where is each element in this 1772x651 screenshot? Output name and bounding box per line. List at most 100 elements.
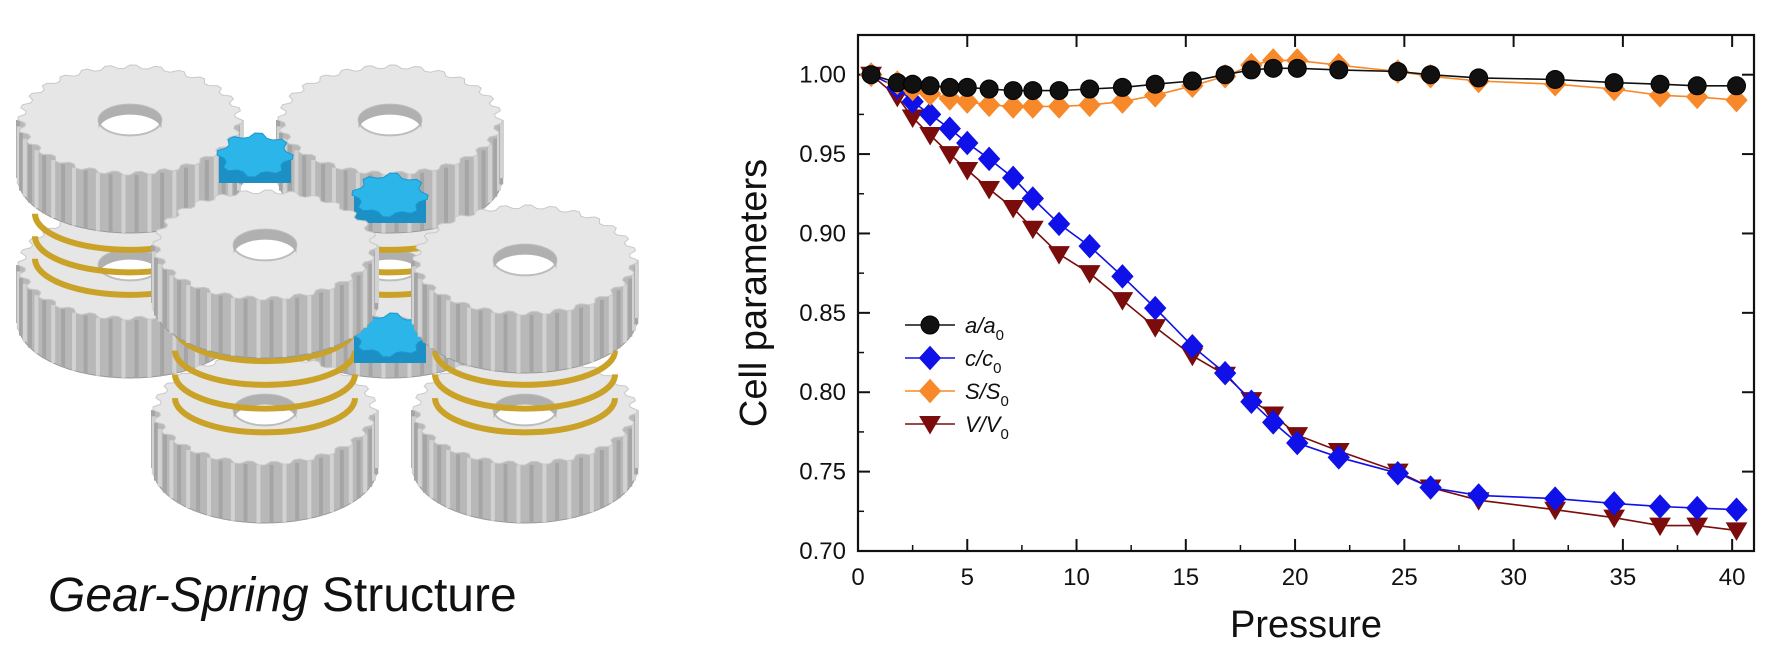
data-point-V xyxy=(1725,522,1748,541)
data-point-V xyxy=(938,146,961,165)
data-point-S xyxy=(1001,94,1025,119)
y-tick-label: 0.85 xyxy=(799,300,846,327)
data-point-S xyxy=(956,89,979,114)
connector-middle xyxy=(351,172,429,223)
series-line-V xyxy=(870,74,1737,532)
data-point-c xyxy=(1213,360,1237,386)
legend-item-V: V/V0 xyxy=(905,412,1009,443)
data-point-a xyxy=(1421,65,1441,85)
data-point-a xyxy=(1545,69,1565,89)
caption-rest: Structure xyxy=(308,569,517,622)
gear-spring-illustration-icon xyxy=(16,64,639,524)
connector-back xyxy=(216,132,294,183)
data-point-c xyxy=(1021,186,1045,211)
data-point-c xyxy=(1111,264,1134,289)
data-point-c xyxy=(977,146,1001,172)
data-point-c xyxy=(1078,233,1101,259)
data-point-c xyxy=(1047,211,1071,237)
data-point-a xyxy=(1469,68,1489,88)
y-axis: 0.70 0.75 0.80 0.85 0.90 0.95 1.00 xyxy=(799,62,1754,565)
legend-label: a/a0 xyxy=(965,313,1004,344)
data-point-a xyxy=(1329,60,1349,80)
x-tick-label: 15 xyxy=(1172,564,1199,591)
legend-marker-S xyxy=(918,378,942,404)
figure-caption: Gear-Spring Structure xyxy=(48,568,517,623)
series-layer xyxy=(859,48,1748,541)
data-point-V xyxy=(1002,200,1025,219)
data-point-c xyxy=(1327,445,1350,470)
data-point-a xyxy=(1650,74,1670,94)
data-point-V xyxy=(1144,319,1167,338)
x-tick-label: 0 xyxy=(851,564,864,591)
legend-item-c: c/c0 xyxy=(905,345,1001,377)
legend-label: V/V0 xyxy=(965,412,1009,443)
data-point-c xyxy=(1286,430,1309,456)
data-point-S xyxy=(1047,94,1071,119)
data-point-a xyxy=(957,77,977,97)
legend-marker-a xyxy=(920,315,940,335)
y-axis-label: Cell parameters xyxy=(733,159,775,427)
legend-marker-c xyxy=(918,345,942,371)
spring-front-left xyxy=(172,326,358,436)
series-a xyxy=(861,58,1747,101)
data-point-V xyxy=(956,161,979,181)
data-point-a xyxy=(1388,62,1408,82)
data-point-V xyxy=(919,127,941,146)
data-point-S xyxy=(1021,94,1045,119)
x-tick-label: 20 xyxy=(1282,564,1309,591)
data-point-a xyxy=(1687,76,1707,96)
data-point-a xyxy=(1145,74,1165,94)
y-tick-label: 1.00 xyxy=(799,62,846,89)
data-point-V xyxy=(978,181,1000,200)
data-point-c xyxy=(956,130,979,156)
data-point-c xyxy=(1725,497,1748,522)
data-point-S xyxy=(977,92,1001,118)
data-point-c xyxy=(1686,495,1709,521)
data-point-a xyxy=(1049,81,1069,101)
data-point-c xyxy=(1386,460,1409,486)
data-point-a xyxy=(1241,60,1261,80)
y-tick-label: 0.95 xyxy=(799,141,846,168)
data-point-a xyxy=(1215,65,1235,85)
gear-back-left-top xyxy=(16,64,244,234)
data-point-S xyxy=(1725,87,1748,113)
x-axis: 0 5 10 15 20 25 30 35 40 xyxy=(851,35,1745,591)
series-V xyxy=(860,66,1748,541)
x-tick-label: 30 xyxy=(1500,564,1527,591)
gear-front-right-top xyxy=(411,204,639,374)
data-point-a xyxy=(979,79,999,99)
y-tick-label: 0.90 xyxy=(799,220,846,247)
data-point-c xyxy=(1262,410,1285,435)
x-tick-label: 5 xyxy=(961,564,974,591)
data-point-c xyxy=(1240,389,1263,414)
data-point-a xyxy=(1287,58,1307,78)
legend: a/a0c/c0S/S0V/V0 xyxy=(905,313,1009,443)
data-point-a xyxy=(1727,76,1747,96)
data-point-c xyxy=(1467,483,1490,508)
x-tick-label: 25 xyxy=(1391,564,1418,591)
data-point-c xyxy=(901,89,924,114)
data-point-c xyxy=(1001,165,1025,191)
y-tick-label: 0.75 xyxy=(799,459,846,486)
data-point-c xyxy=(1543,486,1567,511)
data-point-S xyxy=(1078,92,1101,118)
data-point-a xyxy=(1263,58,1283,78)
data-point-c xyxy=(918,102,942,127)
data-point-a xyxy=(1604,73,1624,93)
data-point-c xyxy=(1648,494,1672,519)
legend-marker-V xyxy=(919,416,941,435)
y-tick-label: 0.80 xyxy=(799,379,846,406)
x-tick-label: 35 xyxy=(1610,564,1637,591)
data-point-c xyxy=(1181,333,1204,359)
data-point-V xyxy=(1111,292,1134,311)
data-point-a xyxy=(1003,81,1023,101)
data-point-a xyxy=(1182,71,1202,91)
data-point-c xyxy=(1144,295,1167,321)
data-point-a xyxy=(920,76,940,96)
data-point-c xyxy=(1602,491,1626,516)
data-point-a xyxy=(1112,77,1132,97)
y-tick-label: 0.70 xyxy=(799,538,846,565)
x-axis-label: Pressure xyxy=(1230,604,1382,646)
caption-italic: Gear-Spring xyxy=(48,569,309,622)
